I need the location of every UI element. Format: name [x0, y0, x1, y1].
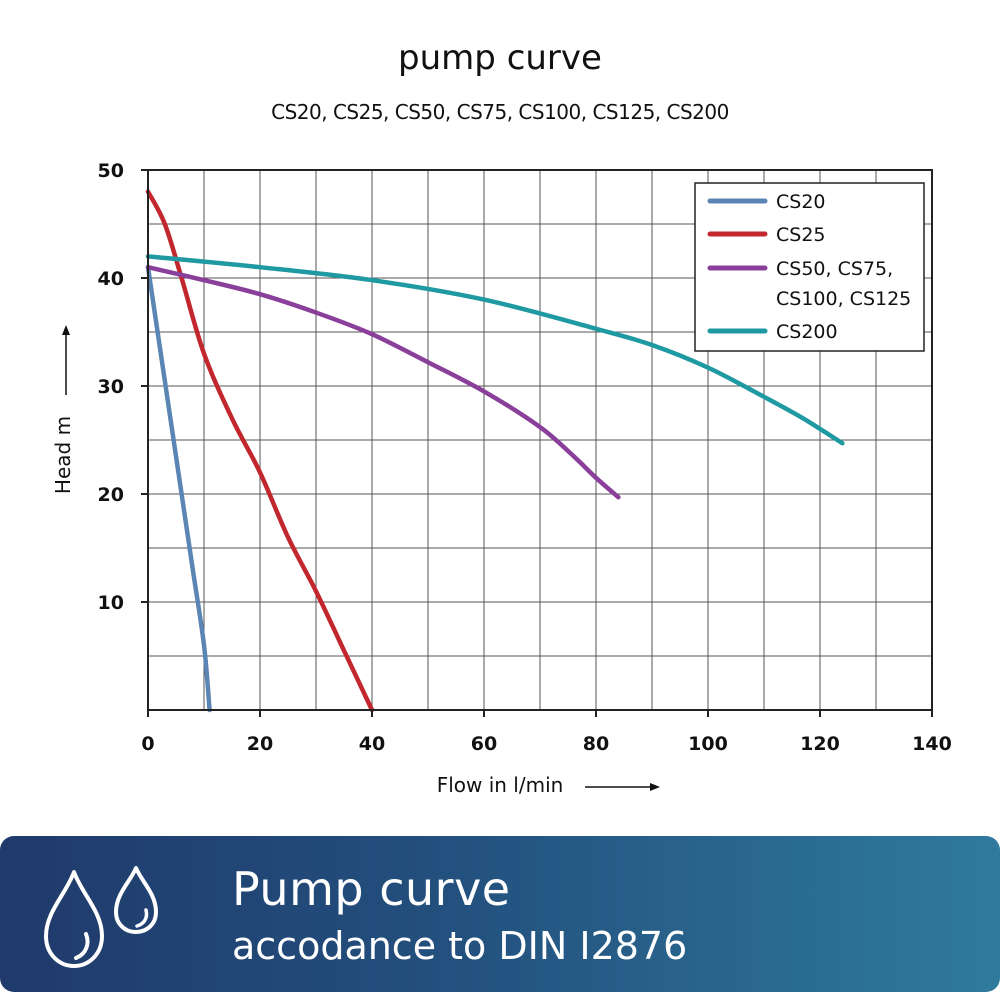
chart-axes: 0 20 40 60 80 100 120 140 10 20 30 40 50 Flow in l/mi…	[51, 160, 952, 797]
x-tick-label: 60	[471, 733, 497, 755]
legend-label: CS50, CS75,	[776, 258, 893, 280]
y-tick-label: 10	[98, 592, 124, 614]
series-line-cs200	[145, 254, 845, 446]
banner-subtitle: accodance to DIN I2876	[232, 924, 688, 968]
x-tick-label: 140	[912, 733, 952, 755]
legend-label: CS25	[776, 224, 826, 246]
chart-series	[145, 189, 845, 713]
series-line-cs20	[145, 264, 212, 713]
legend-label: CS200	[776, 321, 838, 343]
y-axis-label: Head m	[51, 416, 75, 494]
water-drops-icon	[44, 866, 158, 968]
x-tick-label: 40	[359, 733, 385, 755]
x-tick-label: 100	[688, 733, 728, 755]
series-line-cs50	[145, 264, 621, 500]
x-tick-label: 0	[141, 733, 154, 755]
info-banner: Pump curve accodance to DIN I2876	[0, 836, 1000, 992]
x-axis-arrowhead	[650, 783, 660, 791]
legend-label: CS20	[776, 191, 826, 213]
pump-curve-chart: 0 20 40 60 80 100 120 140 10 20 30 40 50 Flow in l/mi…	[51, 160, 952, 797]
series-line-cs25	[145, 189, 375, 713]
y-axis-arrowhead	[62, 325, 70, 335]
chart-grid	[148, 170, 932, 710]
y-tick-label: 30	[98, 376, 124, 398]
x-tick-label: 80	[583, 733, 609, 755]
chart-title: pump curve	[398, 38, 602, 78]
banner-title: Pump curve	[232, 862, 511, 916]
x-tick-label: 20	[247, 733, 273, 755]
y-tick-label: 40	[98, 268, 124, 290]
x-axis-label: Flow in l/min	[437, 773, 564, 797]
plot-frame	[147, 169, 933, 711]
chart-legend: CS20 CS25 CS50, CS75, CS100, CS125 CS200	[694, 182, 925, 352]
y-tick-label: 20	[98, 484, 124, 506]
chart-subtitle: CS20, CS25, CS50, CS75, CS100, CS125, CS…	[271, 100, 729, 124]
y-tick-label: 50	[98, 160, 124, 182]
legend-label: CS100, CS125	[776, 288, 911, 310]
x-tick-label: 120	[800, 733, 840, 755]
